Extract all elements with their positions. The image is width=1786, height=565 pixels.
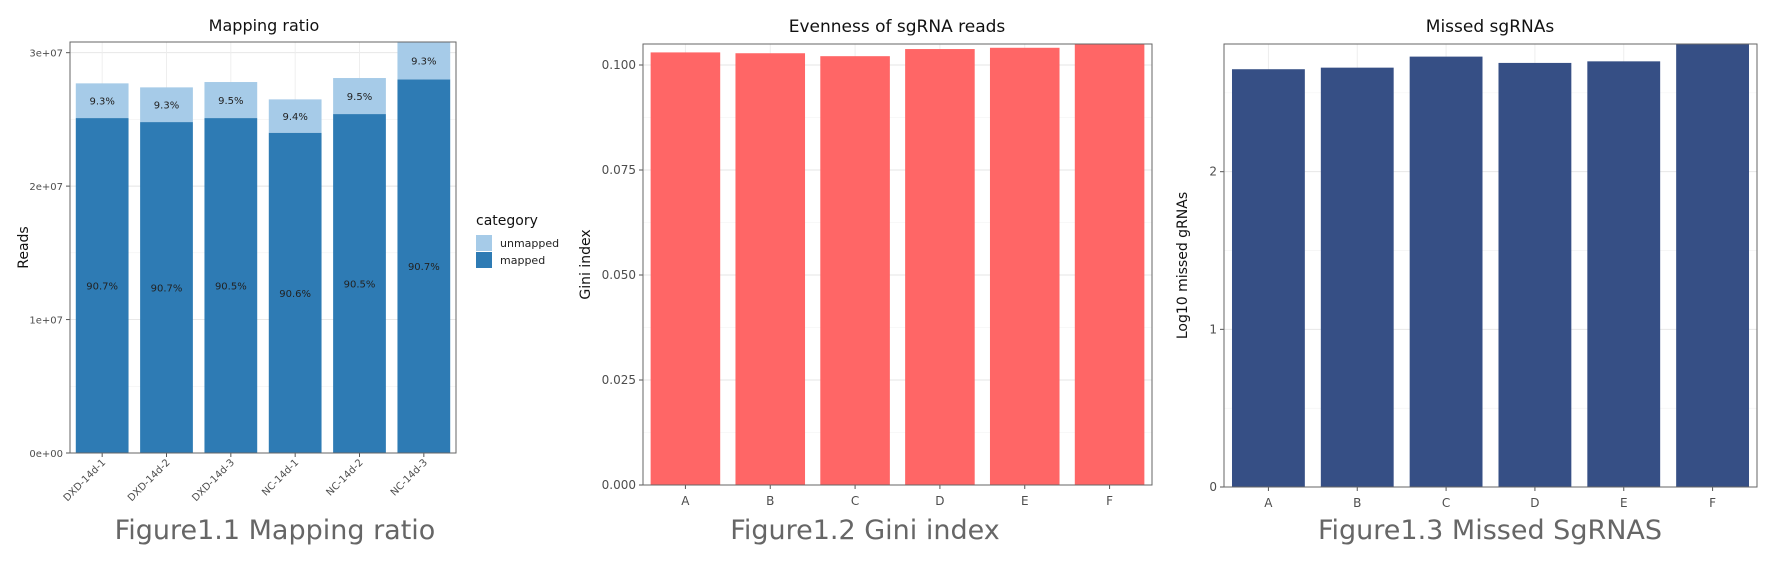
bar — [1231, 69, 1305, 488]
x-tick-label: A — [1264, 496, 1273, 510]
bar-unmapped — [268, 99, 322, 133]
x-tick-label: DXD-14d-3 — [190, 457, 237, 504]
plot-panel-1 — [70, 42, 456, 453]
y-tick-label: 0.050 — [602, 268, 636, 282]
plot-border — [69, 41, 457, 454]
data-label-unmapped: 9.4% — [282, 112, 307, 123]
plot-border — [1223, 43, 1758, 488]
bar-mapped — [140, 122, 193, 453]
bar-mapped — [75, 118, 129, 453]
x-tick-label: NC-14d-3 — [389, 457, 430, 498]
data-label-unmapped: 9.3% — [411, 57, 436, 68]
plot-border — [642, 43, 1153, 486]
y-tick-label: 0.100 — [602, 58, 636, 72]
x-tick-label: C — [1442, 496, 1450, 510]
bar-unmapped — [204, 82, 258, 119]
legend-label-mapped: mapped — [500, 254, 545, 267]
x-tick-label: B — [766, 494, 774, 508]
data-label-mapped: 90.5% — [215, 282, 247, 293]
x-tick-label: C — [851, 494, 859, 508]
y-tick-label: 0.075 — [602, 163, 636, 177]
x-tick-label: A — [681, 494, 690, 508]
chart-title: Evenness of sgRNA reads — [789, 17, 1006, 37]
figure-caption-2: Figure1.2 Gini index — [730, 515, 1000, 546]
bar-mapped — [204, 118, 258, 453]
y-tick-label: 0e+00 — [29, 449, 63, 460]
data-label-mapped: 90.7% — [86, 282, 118, 293]
data-label-unmapped: 9.5% — [347, 92, 372, 103]
y-tick-label: 1e+07 — [29, 316, 63, 327]
bar — [735, 53, 806, 486]
legend-swatch-unmapped — [476, 235, 492, 251]
y-tick-label: 0.000 — [602, 478, 636, 492]
bar — [1074, 44, 1145, 485]
bar — [1676, 44, 1750, 487]
legend-title: category — [476, 213, 538, 229]
data-label-unmapped: 9.3% — [89, 97, 114, 108]
y-tick-label: 0 — [1209, 480, 1217, 494]
bar-mapped — [333, 114, 386, 453]
bar-unmapped — [397, 42, 451, 80]
x-tick-label: F — [1106, 494, 1113, 508]
y-tick-label: 2e+07 — [29, 182, 63, 193]
x-tick-label: DXD-14d-2 — [126, 457, 173, 504]
plot-panel-3 — [1224, 44, 1757, 487]
data-label-mapped: 90.5% — [344, 280, 376, 291]
chart-title: Mapping ratio — [209, 16, 320, 35]
bar — [1320, 67, 1394, 487]
x-tick-label: B — [1353, 496, 1361, 510]
chart-title: Missed sgRNAs — [1426, 17, 1555, 37]
x-tick-label: D — [1530, 496, 1539, 510]
bar — [905, 49, 975, 485]
bar — [989, 47, 1060, 485]
bar — [820, 56, 890, 486]
data-label-unmapped: 9.5% — [218, 96, 243, 107]
data-label-mapped: 90.7% — [151, 284, 183, 295]
y-tick-label: 2 — [1209, 165, 1217, 179]
y-axis-label: Reads — [16, 226, 32, 268]
y-tick-label: 1 — [1209, 322, 1217, 336]
data-label-mapped: 90.6% — [279, 289, 311, 300]
y-tick-label: 0.025 — [602, 373, 636, 387]
x-tick-label: NC-14d-1 — [260, 457, 301, 498]
x-tick-label: E — [1021, 494, 1029, 508]
bar — [650, 52, 721, 486]
bar — [1409, 56, 1483, 488]
figure-caption-3: Figure1.3 Missed SgRNAS — [1317, 515, 1663, 546]
legend-label-unmapped: unmapped — [500, 237, 559, 250]
x-tick-label: F — [1709, 496, 1716, 510]
x-tick-label: DXD-14d-1 — [62, 457, 109, 504]
bar-unmapped — [333, 78, 386, 115]
y-tick-label: 3e+07 — [29, 49, 63, 60]
bar-unmapped — [75, 83, 129, 119]
bar-unmapped — [140, 87, 193, 123]
bar-mapped — [268, 132, 322, 453]
bar-mapped — [397, 79, 451, 453]
bar — [1498, 62, 1572, 487]
data-label-unmapped: 9.3% — [154, 101, 179, 112]
x-tick-label: NC-14d-2 — [325, 457, 366, 498]
x-tick-label: E — [1620, 496, 1628, 510]
x-tick-label: D — [935, 494, 944, 508]
y-axis-label: Gini index — [578, 229, 594, 299]
legend-swatch-mapped — [476, 252, 492, 268]
bar — [1587, 61, 1661, 487]
figure-caption-1: Figure1.1 Mapping ratio — [114, 515, 436, 546]
y-axis-label: Log10 missed gRNAs — [1175, 192, 1191, 339]
data-label-mapped: 90.7% — [408, 262, 440, 273]
